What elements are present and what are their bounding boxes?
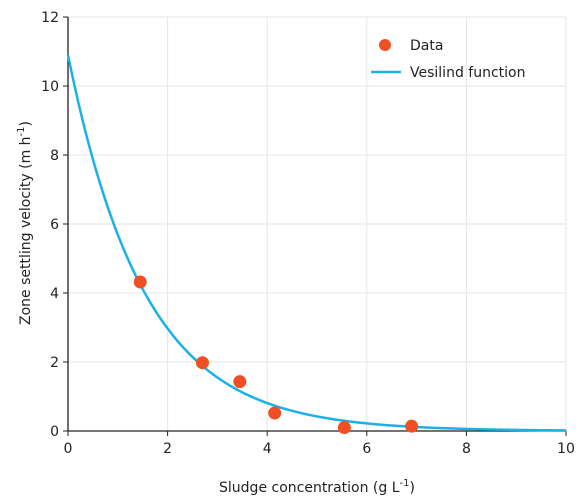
data-point (195, 356, 209, 370)
x-tick-label: 2 (163, 441, 172, 457)
data-point (233, 375, 247, 389)
x-tick-label: 10 (557, 441, 575, 457)
data-points-layer (133, 275, 419, 435)
legend-data-label: Data (410, 38, 443, 54)
data-point (268, 406, 282, 420)
x-tick-label: 8 (462, 441, 471, 457)
data-point (133, 275, 147, 289)
data-point (337, 421, 351, 435)
legend-data-marker (379, 39, 391, 51)
y-tick-label: 4 (50, 286, 59, 302)
legend-vesilind-label: Vesilind function (410, 65, 525, 81)
y-tick-label: 8 (50, 148, 59, 164)
legend: Data Vesilind function (371, 38, 525, 81)
y-axis-title: Zone settling velocity (m h-1) (16, 121, 34, 325)
axes (63, 16, 567, 436)
y-tick-label: 6 (50, 217, 59, 233)
vesilind-curve-layer (66, 54, 567, 432)
grid (68, 16, 567, 431)
vesilind-function-line (66, 54, 567, 432)
y-tick-label: 12 (41, 10, 59, 26)
tick-labels: 0 2 4 6 8 10 0 2 4 6 8 10 12 (41, 10, 575, 457)
y-tick-label: 0 (50, 424, 59, 440)
y-tick-label: 10 (41, 79, 59, 95)
data-point (405, 419, 419, 433)
x-axis-title: Sludge concentration (g L-1) (219, 478, 415, 496)
x-tick-label: 6 (362, 441, 371, 457)
x-tick-label: 4 (263, 441, 272, 457)
x-tick-label: 0 (64, 441, 73, 457)
y-tick-label: 2 (50, 355, 59, 371)
